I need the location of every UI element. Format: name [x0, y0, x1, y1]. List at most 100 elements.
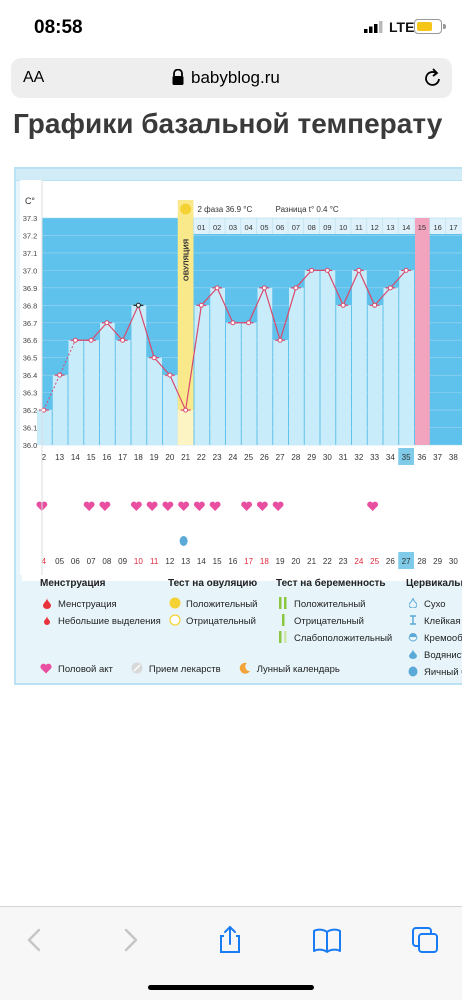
temperature-point	[356, 267, 362, 273]
intercourse-heart	[241, 501, 253, 511]
temperature-bar	[289, 287, 304, 445]
status-bar: 08:58 LTE	[0, 0, 462, 52]
calendar-day-label: 11	[150, 557, 159, 566]
period-start-column	[415, 218, 430, 445]
cycle-day-label: 36	[417, 453, 426, 462]
temperature-point	[167, 372, 173, 378]
y-tick-label: 36.8	[23, 301, 38, 310]
cycle-day-label: 13	[55, 453, 64, 462]
share-icon[interactable]	[215, 925, 245, 955]
creamy-icon	[406, 632, 420, 645]
cycle-day-number: 02	[213, 223, 221, 232]
watery-icon	[406, 649, 420, 662]
temperature-bar	[194, 305, 210, 445]
temperature-bar	[367, 305, 383, 445]
legend-bottom-row: Половой акт Прием лекарств Лунный календ…	[40, 662, 358, 677]
back-icon[interactable]	[20, 925, 50, 955]
legend-item: Положительный	[294, 599, 366, 610]
cycle-day-number: 15	[418, 223, 426, 232]
temperature-point	[57, 372, 63, 378]
negative-circle-icon	[168, 614, 182, 629]
cycle-day-number: 17	[449, 223, 457, 232]
dry-icon	[406, 597, 420, 611]
cycle-day-label: 26	[260, 453, 269, 462]
address-bar[interactable]: AA babyblog.ru	[11, 58, 452, 98]
ovulation-marker	[180, 203, 192, 215]
cycle-day-number: 07	[292, 223, 300, 232]
legend-pregnancy-test: Тест на беременность Положительный Отриц…	[276, 578, 392, 647]
calendar-day-label: 09	[118, 557, 127, 566]
intercourse-heart	[193, 501, 205, 511]
cycle-day-number: 05	[260, 223, 268, 232]
cycle-day-label: 28	[291, 453, 300, 462]
cycle-day-label: 23	[213, 453, 222, 462]
temperature-bar	[37, 410, 52, 445]
temperature-point	[293, 285, 299, 291]
temperature-bar	[336, 305, 351, 445]
legend-item: Кремообр	[424, 633, 462, 644]
home-indicator	[148, 985, 314, 990]
temperature-point	[230, 320, 236, 326]
cycle-day-label: 19	[150, 453, 159, 462]
cycle-day-label: 32	[354, 453, 363, 462]
y-tick-label: 36.9	[23, 284, 38, 293]
forward-icon[interactable]	[115, 925, 145, 955]
cycle-day-number: 16	[433, 223, 441, 232]
calendar-day-label: 23	[339, 557, 348, 566]
temperature-bar	[100, 322, 115, 445]
cycle-day-number: 12	[370, 223, 378, 232]
legend-item: Прием лекарств	[148, 664, 221, 675]
y-tick-label: 36.7	[23, 319, 38, 328]
cycle-day-number: 04	[244, 223, 252, 232]
text-size-button[interactable]: AA	[23, 69, 45, 86]
calendar-day-label: 18	[260, 557, 269, 566]
calendar-day-label: 06	[71, 557, 80, 566]
intercourse-heart	[367, 501, 379, 511]
calendar-day-label: 15	[213, 557, 222, 566]
cycle-day-label: 27	[276, 453, 285, 462]
status-time: 08:58	[34, 17, 83, 38]
calendar-day-label: 07	[87, 557, 96, 566]
cycle-day-number: 14	[402, 223, 410, 232]
legend-header: Менструация	[40, 578, 106, 589]
cervical-drop-icon	[179, 536, 188, 546]
cycle-day-number: 03	[229, 223, 237, 232]
cycle-day-label: 38	[449, 453, 458, 462]
calendar-day-label: 29	[433, 557, 442, 566]
temperature-point	[387, 285, 393, 291]
temperature-bar	[257, 287, 273, 445]
temperature-bar	[241, 322, 257, 445]
legend-item: Клейкая	[424, 616, 461, 627]
temperature-bar	[383, 287, 399, 445]
sticky-icon	[406, 615, 420, 628]
temperature-bar	[163, 375, 178, 445]
legend-item: Половой акт	[58, 664, 113, 675]
cycle-day-number: 13	[386, 223, 394, 232]
cycle-day-label: 33	[370, 453, 379, 462]
drop-icon	[40, 597, 54, 612]
calendar-day-label: 14	[197, 557, 206, 566]
y-tick-label: 37.1	[23, 249, 38, 258]
bbt-chart: C° 37.3 37.2 37.1 37.0 36.9 36.8 36.7 36.6 36.5 36…	[20, 180, 462, 575]
signal-icon	[364, 21, 383, 33]
reload-icon[interactable]	[423, 67, 443, 89]
temperature-point	[324, 267, 330, 273]
cycle-day-number: 10	[339, 223, 347, 232]
tabs-icon[interactable]	[410, 925, 440, 955]
y-tick-label: 36.4	[23, 371, 38, 380]
temperature-point	[198, 302, 204, 308]
temperature-point	[372, 302, 378, 308]
page-title: Графики базальной температу	[13, 108, 443, 139]
card-header-strip	[16, 169, 462, 181]
calendar-day-row	[42, 552, 462, 569]
url-text[interactable]: babyblog.ru	[191, 68, 280, 87]
moon-icon	[239, 662, 251, 677]
legend-item: Яичный б	[424, 667, 462, 678]
intercourse-heart	[209, 501, 221, 511]
cycle-day-label: 2	[42, 453, 47, 462]
intercourse-heart	[130, 501, 142, 511]
cycle-day-label: 35	[402, 453, 411, 462]
intercourse-heart	[99, 501, 111, 511]
bookmarks-icon[interactable]	[312, 925, 342, 955]
y-tick-label: 36.5	[23, 354, 38, 363]
